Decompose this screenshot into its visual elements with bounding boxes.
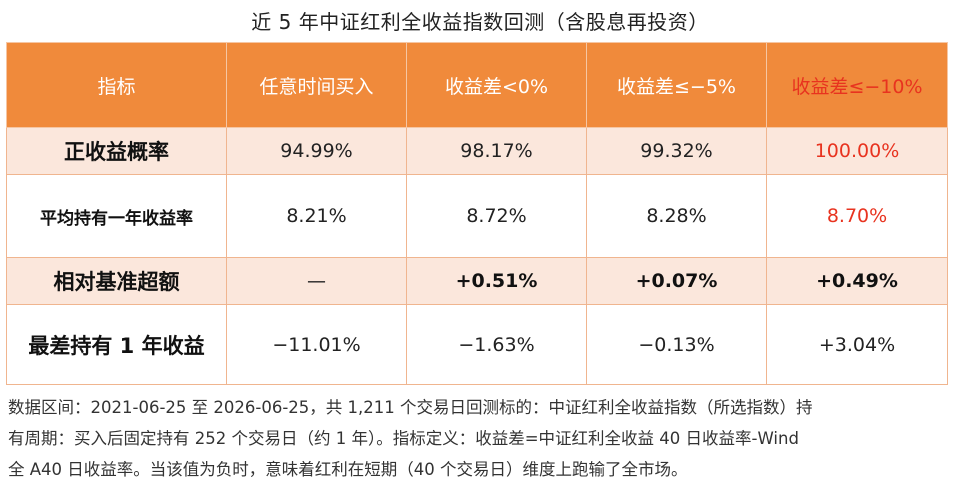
table-cell: +0.07% (586, 257, 767, 305)
footnote-line: 全 A40 日收益率。当该值为负时，意味着红利在短期（40 个交易日）维度上跑输… (8, 460, 688, 479)
table-cell: 94.99% (226, 127, 407, 175)
row-label-avg-return: 平均持有一年收益率 (6, 174, 227, 258)
table-row: 相对基准超额 — +0.51% +0.07% +0.49% (6, 257, 948, 305)
table-cell: +0.51% (406, 257, 587, 305)
table-cell: 8.70% (766, 174, 948, 258)
row-label-worst-return: 最差持有 1 年收益 (6, 304, 227, 385)
table-cell: −1.63% (406, 304, 587, 385)
page-title: 近 5 年中证红利全收益指数回测（含股息再投资） (251, 10, 709, 34)
table-cell: 99.32% (586, 127, 767, 175)
table-cell: 8.28% (586, 174, 767, 258)
table-header-row: 指标 任意时间买入 收益差<0% 收益差≤−5% 收益差≤−10% (6, 42, 948, 128)
header-spread-lt-0: 收益差<0% (406, 42, 587, 128)
table-cell: 98.17% (406, 127, 587, 175)
header-any-time: 任意时间买入 (226, 42, 407, 128)
table-cell: 8.72% (406, 174, 587, 258)
table-cell: −0.13% (586, 304, 767, 385)
table-row: 正收益概率 94.99% 98.17% 99.32% 100.00% (6, 127, 948, 175)
footnote: 数据区间：2021-06-25 至 2026-06-25，共 1,211 个交易… (8, 392, 952, 485)
footnote-line: 有周期：买入后固定持有 252 个交易日（约 1 年）。指标定义：收益差=中证红… (8, 429, 799, 448)
header-indicator: 指标 (6, 42, 227, 128)
row-label-excess: 相对基准超额 (6, 257, 227, 305)
table-cell: +0.49% (766, 257, 948, 305)
table-row: 最差持有 1 年收益 −11.01% −1.63% −0.13% +3.04% (6, 304, 948, 385)
table-cell: — (226, 257, 407, 305)
table-cell: 8.21% (226, 174, 407, 258)
backtest-table: 指标 任意时间买入 收益差<0% 收益差≤−5% 收益差≤−10% 正收益概率 … (6, 42, 948, 385)
header-spread-le-5: 收益差≤−5% (586, 42, 767, 128)
table-cell: +3.04% (766, 304, 948, 385)
table-cell: 100.00% (766, 127, 948, 175)
header-spread-le-10: 收益差≤−10% (766, 42, 948, 128)
table-cell: −11.01% (226, 304, 407, 385)
row-label-positive-prob: 正收益概率 (6, 127, 227, 175)
table-row: 平均持有一年收益率 8.21% 8.72% 8.28% 8.70% (6, 174, 948, 258)
footnote-line: 数据区间：2021-06-25 至 2026-06-25，共 1,211 个交易… (8, 398, 813, 417)
